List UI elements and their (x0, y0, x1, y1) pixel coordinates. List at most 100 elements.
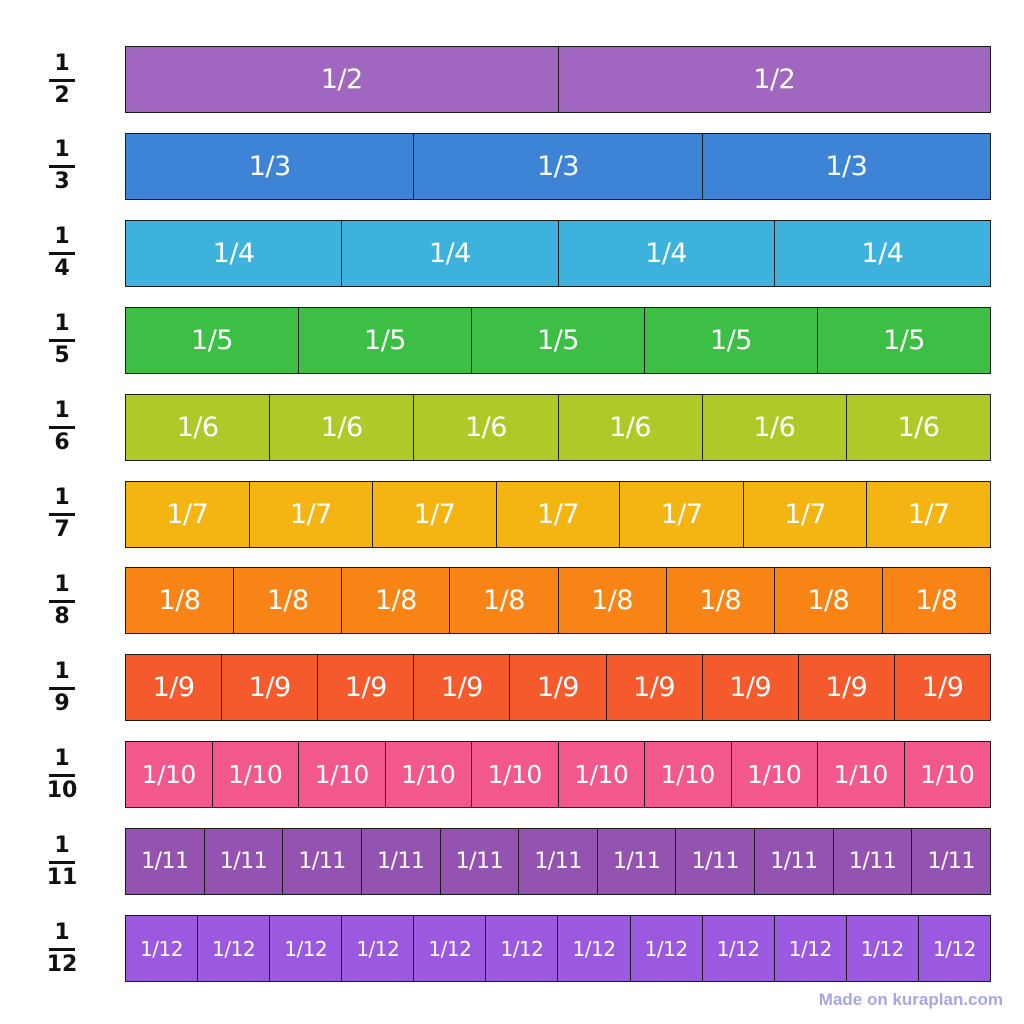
fraction-cell: 1/12 (269, 916, 342, 981)
fraction-cell: 1/11 (596, 829, 676, 895)
fraction-cell: 1/12 (197, 916, 270, 981)
fraction-cell: 1/6 (126, 394, 270, 460)
fraction-cell: 1/12 (701, 916, 774, 981)
fraction-cell: 1/10 (730, 742, 817, 808)
fraction-cell: 1/8 (665, 568, 774, 634)
fraction-cell: 1/11 (282, 829, 361, 895)
fraction-cell: 1/10 (384, 742, 471, 808)
fraction-cell: 1/3 (126, 133, 414, 199)
fraction-cell: 1/6 (557, 394, 702, 460)
fraction-bar (49, 339, 75, 343)
fraction-cell: 1/4 (126, 220, 342, 286)
fraction-bar (49, 165, 75, 169)
fraction-cell: 1/11 (675, 829, 755, 895)
fraction-strip: 1/3 1/3 1/3 (125, 132, 991, 200)
fraction-cell: 1/9 (126, 655, 222, 721)
fraction-cell: 1/12 (341, 916, 414, 981)
label-denominator: 4 (54, 256, 70, 282)
fraction-cell: 1/11 (203, 829, 283, 895)
fraction-cell: 1/9 (701, 655, 798, 721)
fraction-row-4: 1 4 1/4 1/4 1/4 1/4 (0, 219, 1024, 287)
fraction-strip: 1/5 1/5 1/5 1/5 1/5 (125, 306, 991, 374)
fraction-cell: 1/5 (644, 307, 817, 373)
fraction-cell: 1/5 (298, 307, 471, 373)
label-denominator: 2 (54, 82, 70, 108)
fraction-cell: 1/5 (817, 307, 990, 373)
fraction-row-6: 1 6 1/6 1/6 1/6 1/6 1/6 1/6 (0, 393, 1024, 461)
fraction-cell: 1/8 (126, 568, 234, 634)
fraction-cell: 1/9 (509, 655, 606, 721)
row-fraction-label: 1 10 (36, 741, 88, 808)
fraction-cell: 1/11 (518, 829, 597, 895)
fraction-cell: 1/11 (911, 829, 991, 895)
fraction-cell: 1/10 (557, 742, 644, 808)
fraction-row-11: 1 11 1/11 1/11 1/11 1/11 1/11 1/11 1/11 1/11 1/11 1… (0, 828, 1024, 896)
fraction-cell: 1/10 (211, 742, 298, 808)
label-denominator: 8 (54, 603, 70, 629)
fraction-bar (49, 599, 75, 603)
fraction-cell: 1/11 (754, 829, 833, 895)
fraction-cell: 1/4 (341, 220, 558, 286)
fraction-cell: 1/9 (221, 655, 318, 721)
fraction-cell: 1/6 (701, 394, 846, 460)
fraction-cell: 1/11 (126, 829, 204, 895)
fraction-cell: 1/12 (126, 916, 198, 981)
label-denominator: 11 (46, 864, 78, 890)
credit-watermark: Made on kuraplan.com (818, 990, 1003, 1009)
fraction-cell: 1/7 (742, 481, 867, 547)
fraction-cell: 1/7 (126, 481, 249, 547)
fraction-cell: 1/12 (845, 916, 918, 981)
fraction-strip: 1/10 1/10 1/10 1/10 1/10 1/10 1/10 1/10 1/10 1/10 (125, 741, 991, 809)
fraction-cell: 1/5 (471, 307, 644, 373)
fraction-cell: 1/7 (248, 481, 373, 547)
fraction-cell: 1/8 (557, 568, 666, 634)
label-numerator: 1 (54, 311, 70, 337)
fraction-cell: 1/9 (605, 655, 702, 721)
label-numerator: 1 (54, 832, 70, 858)
fraction-bar (49, 426, 75, 430)
label-numerator: 1 (54, 137, 70, 163)
fraction-cell: 1/8 (881, 568, 990, 634)
label-numerator: 1 (54, 398, 70, 424)
label-numerator: 1 (54, 658, 70, 684)
fraction-cell: 1/5 (126, 307, 298, 373)
label-numerator: 1 (54, 50, 70, 76)
fraction-cell: 1/12 (917, 916, 990, 981)
fraction-cell: 1/12 (773, 916, 846, 981)
fraction-cell: 1/12 (413, 916, 486, 981)
label-denominator: 7 (54, 517, 70, 542)
fraction-bar (49, 686, 75, 690)
fraction-strip: 1/2 1/2 (125, 46, 991, 113)
fraction-cell: 1/6 (413, 394, 558, 460)
row-fraction-label: 1 12 (36, 915, 88, 982)
fraction-strip: 1/12 1/12 1/12 1/12 1/12 1/12 1/12 1/12 1/12 1/12… (125, 915, 991, 982)
fraction-cell: 1/10 (298, 742, 385, 808)
fraction-cell: 1/12 (629, 916, 702, 981)
fraction-cell: 1/11 (439, 829, 519, 895)
fraction-cell: 1/3 (701, 133, 990, 199)
label-denominator: 10 (46, 777, 78, 803)
fraction-strip: 1/6 1/6 1/6 1/6 1/6 1/6 (125, 393, 991, 461)
fraction-cell: 1/9 (317, 655, 414, 721)
fraction-cell: 1/6 (269, 394, 414, 460)
fraction-row-3: 1 3 1/3 1/3 1/3 (0, 132, 1024, 200)
label-numerator: 1 (54, 919, 70, 945)
fraction-cell: 1/2 (557, 47, 990, 112)
fraction-cell: 1/8 (773, 568, 882, 634)
fraction-cell: 1/10 (471, 742, 558, 808)
fraction-cell: 1/9 (413, 655, 510, 721)
fraction-row-7: 1 7 1/7 1/7 1/7 1/7 1/7 1/7 1/7 (0, 480, 1024, 548)
fraction-cell: 1/4 (773, 220, 990, 286)
label-denominator: 5 (54, 343, 70, 369)
fraction-cell: 1/10 (903, 742, 990, 808)
label-numerator: 1 (54, 224, 70, 250)
fraction-row-8: 1 8 1/8 1/8 1/8 1/8 1/8 1/8 1/8 1/8 (0, 567, 1024, 635)
fraction-row-5: 1 5 1/5 1/5 1/5 1/5 1/5 (0, 306, 1024, 374)
